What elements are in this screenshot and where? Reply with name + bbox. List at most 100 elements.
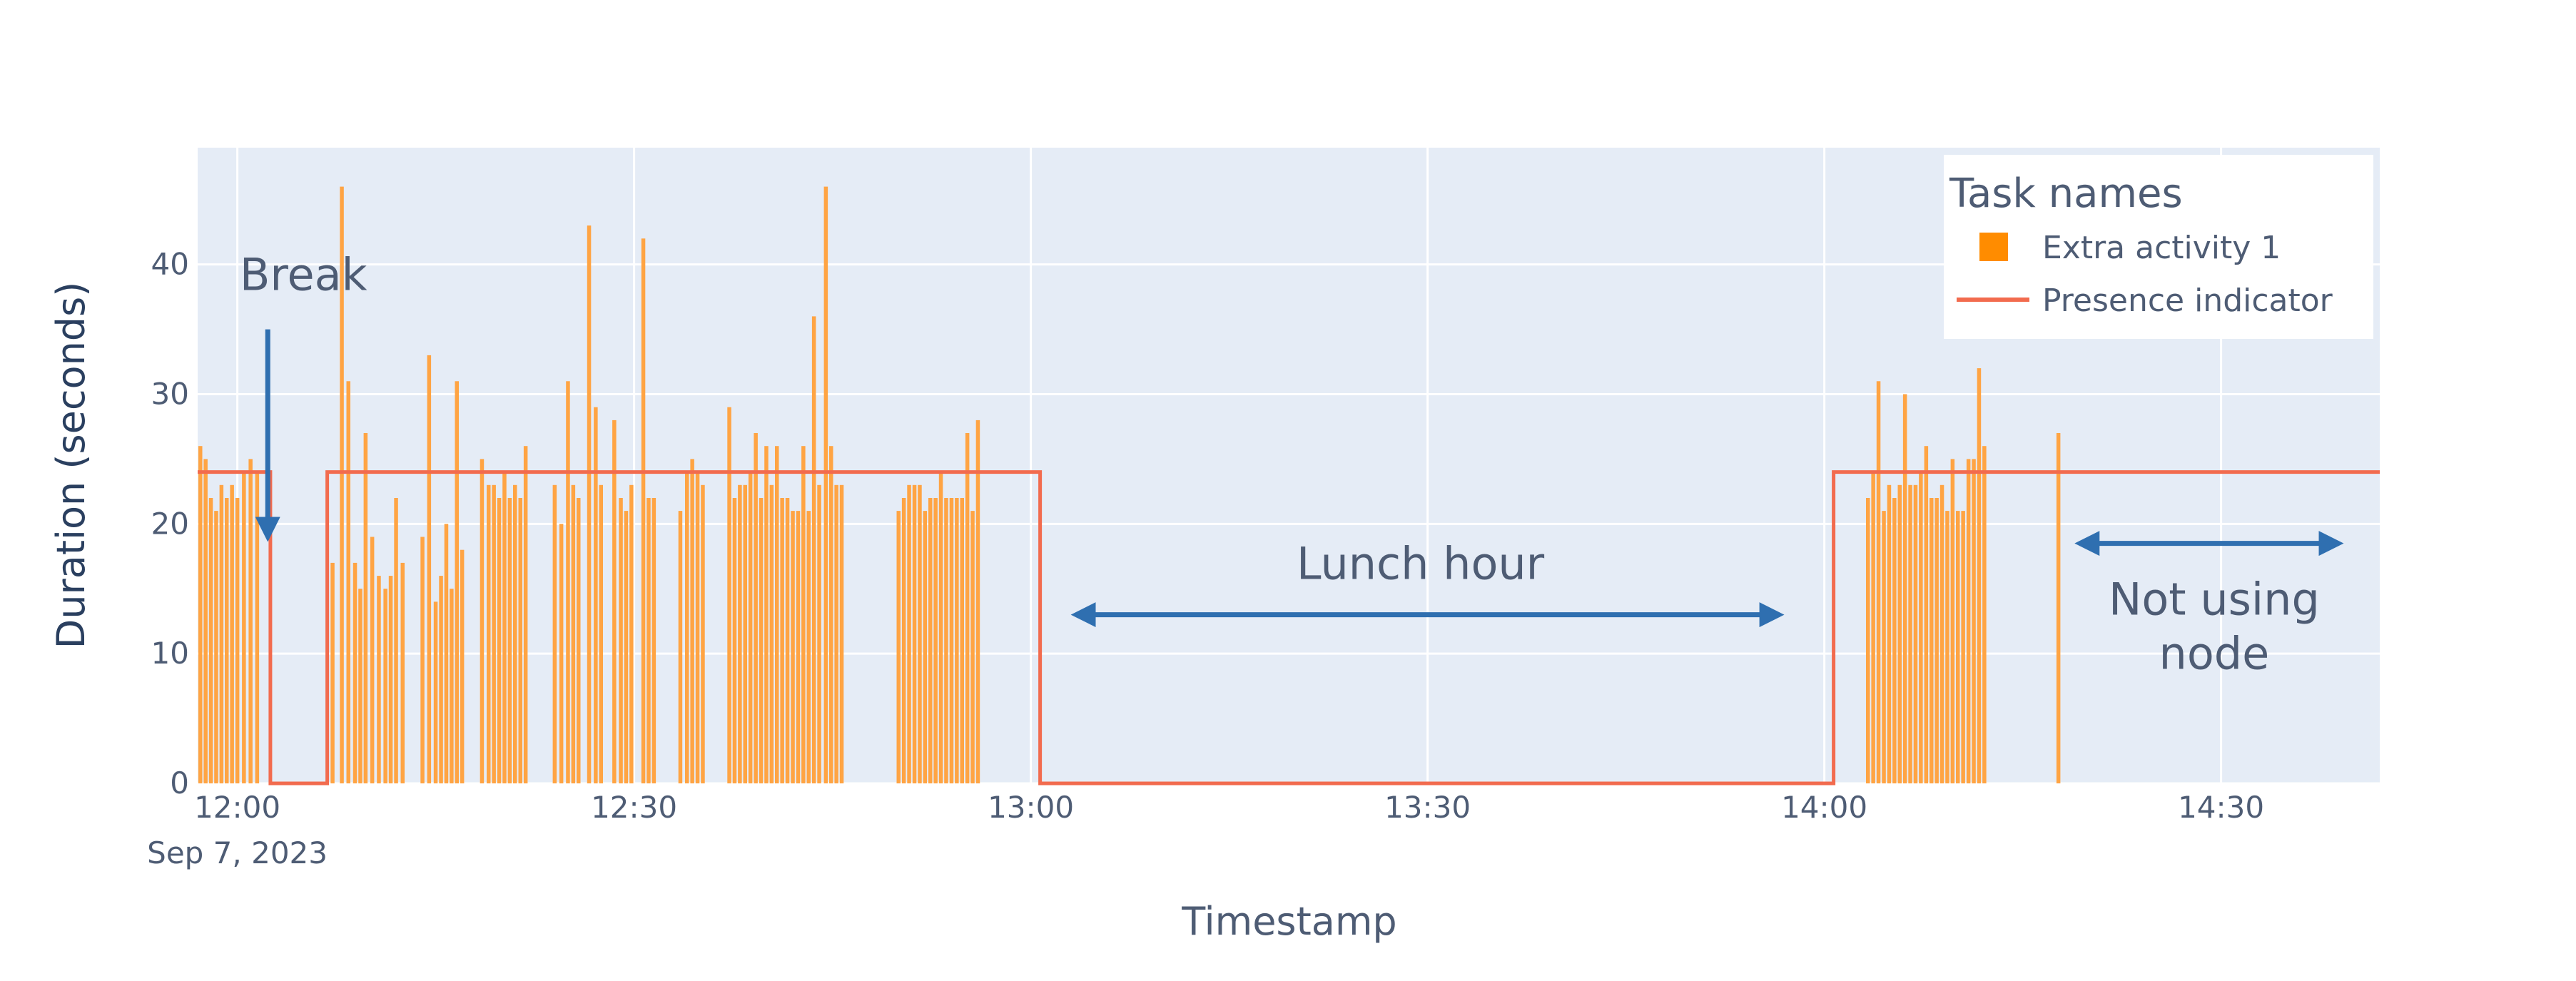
bar	[817, 484, 821, 783]
bar	[358, 589, 362, 783]
bar	[1887, 484, 1892, 783]
bar	[480, 459, 485, 783]
bar	[1977, 368, 1982, 783]
y-tick-label: 0	[170, 766, 189, 800]
x-tick-label: 14:00	[1781, 790, 1867, 825]
y-tick-label: 40	[151, 247, 189, 282]
bar	[933, 498, 938, 783]
bar	[701, 484, 705, 783]
bar	[612, 420, 617, 783]
bar	[907, 484, 911, 783]
bar	[896, 511, 901, 783]
bar	[1961, 511, 1965, 783]
bar-series-extra-activity-1	[198, 186, 2061, 784]
bar	[829, 446, 833, 783]
bar	[450, 589, 454, 783]
bar	[811, 316, 816, 783]
bar	[1924, 446, 1929, 783]
bar	[1934, 498, 1939, 783]
bar	[1866, 498, 1870, 783]
bar	[1982, 446, 1987, 783]
tick-labels: 0 10 20 30 40 12:00 12:30 13:00 13:30 14:00 14:30 S…	[147, 247, 2264, 870]
bar	[383, 589, 387, 783]
bar	[938, 472, 943, 783]
bar	[901, 498, 906, 783]
legend-entry[interactable]: Extra activity 1	[2042, 230, 2281, 266]
bar	[785, 498, 790, 783]
y-tick-label: 20	[151, 506, 189, 541]
bar	[492, 484, 496, 783]
bar	[944, 498, 948, 783]
bar	[420, 537, 425, 783]
annotation-text: node	[2159, 628, 2270, 680]
bar	[507, 498, 512, 783]
bar	[427, 355, 432, 783]
bar	[912, 484, 917, 783]
bar	[775, 446, 779, 783]
bar	[624, 511, 629, 783]
bar	[340, 186, 344, 784]
bar	[823, 186, 828, 784]
bar	[460, 549, 465, 783]
bar	[1876, 381, 1881, 783]
bar	[732, 498, 737, 783]
annotation-text: Not using	[2109, 574, 2320, 626]
bar	[518, 498, 522, 783]
bar	[975, 420, 980, 783]
bar	[1892, 498, 1897, 783]
x-tick-label: 13:00	[988, 790, 1074, 825]
bar	[1972, 459, 1976, 783]
bar	[646, 498, 651, 783]
legend-box	[1944, 155, 2373, 339]
bar	[370, 537, 375, 783]
bar	[208, 498, 213, 783]
x-axis-title: Timestamp	[1181, 899, 1396, 944]
bar	[748, 472, 753, 783]
bar	[801, 446, 806, 783]
bar	[353, 562, 358, 783]
x-tick-label: 13:30	[1384, 790, 1471, 825]
bar	[255, 472, 260, 783]
bar	[203, 459, 208, 783]
annotation-text: Break	[240, 249, 367, 301]
bar	[743, 484, 747, 783]
bar	[1966, 459, 1971, 783]
line-series-presence-indicator	[198, 470, 2380, 786]
y-tick-label: 10	[151, 636, 189, 671]
bar	[1913, 484, 1918, 783]
bar	[439, 576, 443, 783]
bar	[1956, 511, 1960, 783]
bar	[834, 484, 838, 783]
bar	[690, 459, 694, 783]
bar	[754, 433, 758, 783]
bar	[839, 484, 844, 783]
bar	[918, 484, 922, 783]
bar	[796, 511, 801, 783]
bar	[225, 498, 229, 783]
bar	[235, 498, 240, 783]
bar	[641, 238, 646, 783]
bar	[394, 498, 398, 783]
legend-entry[interactable]: Presence indicator	[2042, 283, 2333, 319]
bar	[487, 484, 491, 783]
bar	[566, 381, 570, 783]
legend[interactable]: Task names Extra activity 1 Presence indic…	[1944, 155, 2373, 339]
bar	[738, 484, 742, 783]
bar	[923, 511, 928, 783]
bar	[651, 498, 656, 783]
x-tick-label: 12:00	[194, 790, 280, 825]
bar	[230, 484, 234, 783]
bar	[695, 472, 700, 783]
bar	[678, 511, 683, 783]
bar	[377, 576, 381, 783]
bar	[523, 446, 528, 783]
bar	[759, 498, 764, 783]
presence-line	[198, 470, 2380, 786]
bar	[599, 484, 603, 783]
bar	[433, 601, 438, 783]
bar	[2056, 433, 2061, 783]
bar	[219, 484, 224, 783]
legend-title: Task names	[1949, 171, 2183, 217]
bar	[388, 576, 393, 783]
bar	[791, 511, 795, 783]
